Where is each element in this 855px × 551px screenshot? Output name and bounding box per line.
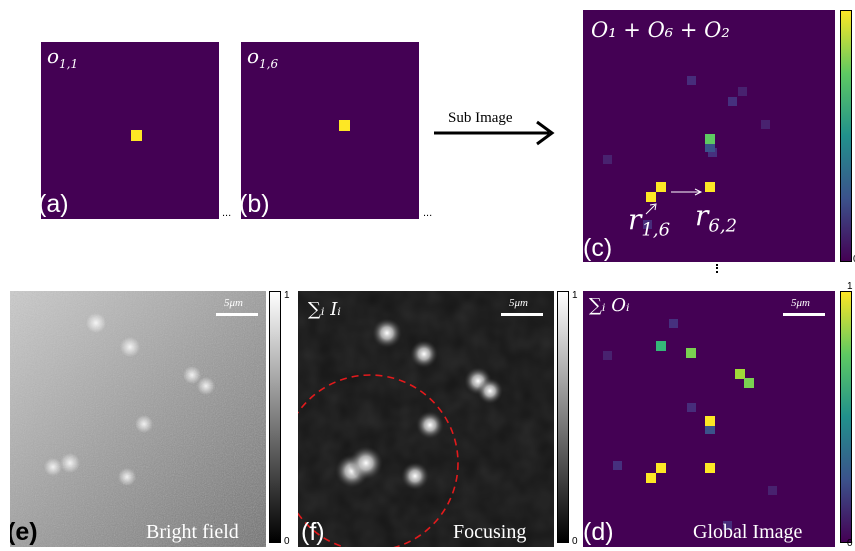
panel-d-title: ∑ᵢ Oᵢ [589, 295, 630, 316]
panel-a-tag: (a) [38, 190, 69, 218]
panel-f: ∑ᵢ Iᵢ 5μm (f) Focusing [298, 291, 554, 547]
yellow-pixel [646, 192, 656, 202]
faint-pixel [669, 319, 678, 328]
panel-e: 5μm (e) Bright field [10, 291, 266, 547]
scale-bar-d [783, 313, 825, 316]
panel-f-title: ∑ᵢ Iᵢ [308, 299, 341, 320]
colorbar-f [557, 291, 569, 543]
scale-bar-f [501, 313, 543, 316]
panel-d: ∑ᵢ Oᵢ 5μm (d) Global Image [583, 291, 835, 547]
yellow-pixel [705, 416, 715, 426]
green-pixel [744, 378, 754, 388]
faint-pixel [768, 486, 777, 495]
colorbar-e-top-tick: 1 [284, 290, 290, 301]
r-arrows [645, 188, 703, 215]
colorbar-d-bottom-tick: 0 [847, 538, 853, 549]
r-6-2-label: r6,2 [695, 199, 738, 237]
panel-e-tag: (e) [10, 518, 38, 546]
green-pixel [705, 134, 715, 144]
panel-c-tag: (c) [583, 234, 613, 262]
yellow-pixel [705, 182, 715, 192]
colorbar-d-top-tick: 1 [847, 281, 853, 292]
colorbar-c-bottom-tick: 0 [853, 255, 855, 265]
colorbar-f-top-tick: 1 [572, 290, 578, 301]
scale-bar-e [216, 313, 258, 316]
faint-pixel [708, 148, 717, 157]
r-1-6-label: r1,6 [628, 203, 671, 241]
panel-a: o1,1 (a) [38, 42, 219, 219]
vertical-ellipsis [716, 264, 720, 273]
blue-pixel [705, 144, 715, 152]
panel-a-title: o1,1 [47, 44, 79, 71]
panel-b: o1,6 (b) [239, 42, 419, 219]
colorbar-c [840, 10, 852, 262]
scale-label-f: 5μm [509, 297, 528, 309]
panel-e-caption: Bright field [146, 521, 239, 543]
blue-pixel [705, 426, 715, 434]
colorbar-e [269, 291, 281, 543]
faint-pixel [738, 87, 747, 96]
panel-d-tag: (d) [583, 518, 614, 546]
yellow-pixel [656, 463, 666, 473]
panel-d-caption: Global Image [693, 521, 803, 543]
faint-pixel [643, 220, 652, 229]
panel-b-tag: (b) [239, 190, 270, 218]
faint-pixel [761, 120, 770, 129]
scale-label-d: 5μm [791, 297, 810, 309]
faint-pixel [723, 521, 732, 530]
sub-image-arrow [434, 120, 555, 146]
faint-pixel [687, 403, 696, 412]
bright-field-image [10, 291, 266, 547]
colorbar-d [840, 291, 852, 543]
faint-pixel [603, 155, 612, 164]
panel-c-title: O₁ + O₆ + O₂ [591, 18, 730, 42]
faint-pixel [613, 461, 622, 470]
faint-pixel [728, 97, 737, 106]
panel-b-title: o1,6 [247, 44, 279, 71]
yellow-pixel [646, 473, 656, 483]
green-pixel [735, 369, 745, 379]
panel-a-pixel [131, 130, 142, 141]
scale-label-e: 5μm [224, 297, 243, 309]
green-pixel [656, 341, 666, 351]
green-pixel [686, 348, 696, 358]
colorbar-e-bottom-tick: 0 [284, 536, 290, 547]
yellow-pixel [656, 182, 666, 192]
focusing-image [298, 291, 554, 547]
yellow-pixel [705, 463, 715, 473]
sub-image-label: Sub Image [448, 110, 513, 126]
ellipsis-a: ... [222, 207, 232, 219]
panel-f-caption: Focusing [453, 521, 527, 543]
colorbar-f-bottom-tick: 0 [572, 536, 578, 547]
faint-pixel [687, 76, 696, 85]
faint-pixel [603, 351, 612, 360]
panel-b-pixel [339, 120, 350, 131]
panel-f-tag: (f) [301, 518, 325, 546]
ellipsis-b: ... [423, 207, 433, 219]
panel-c: O₁ + O₆ + O₂ r1,6 r6,2 (c) [583, 10, 835, 262]
